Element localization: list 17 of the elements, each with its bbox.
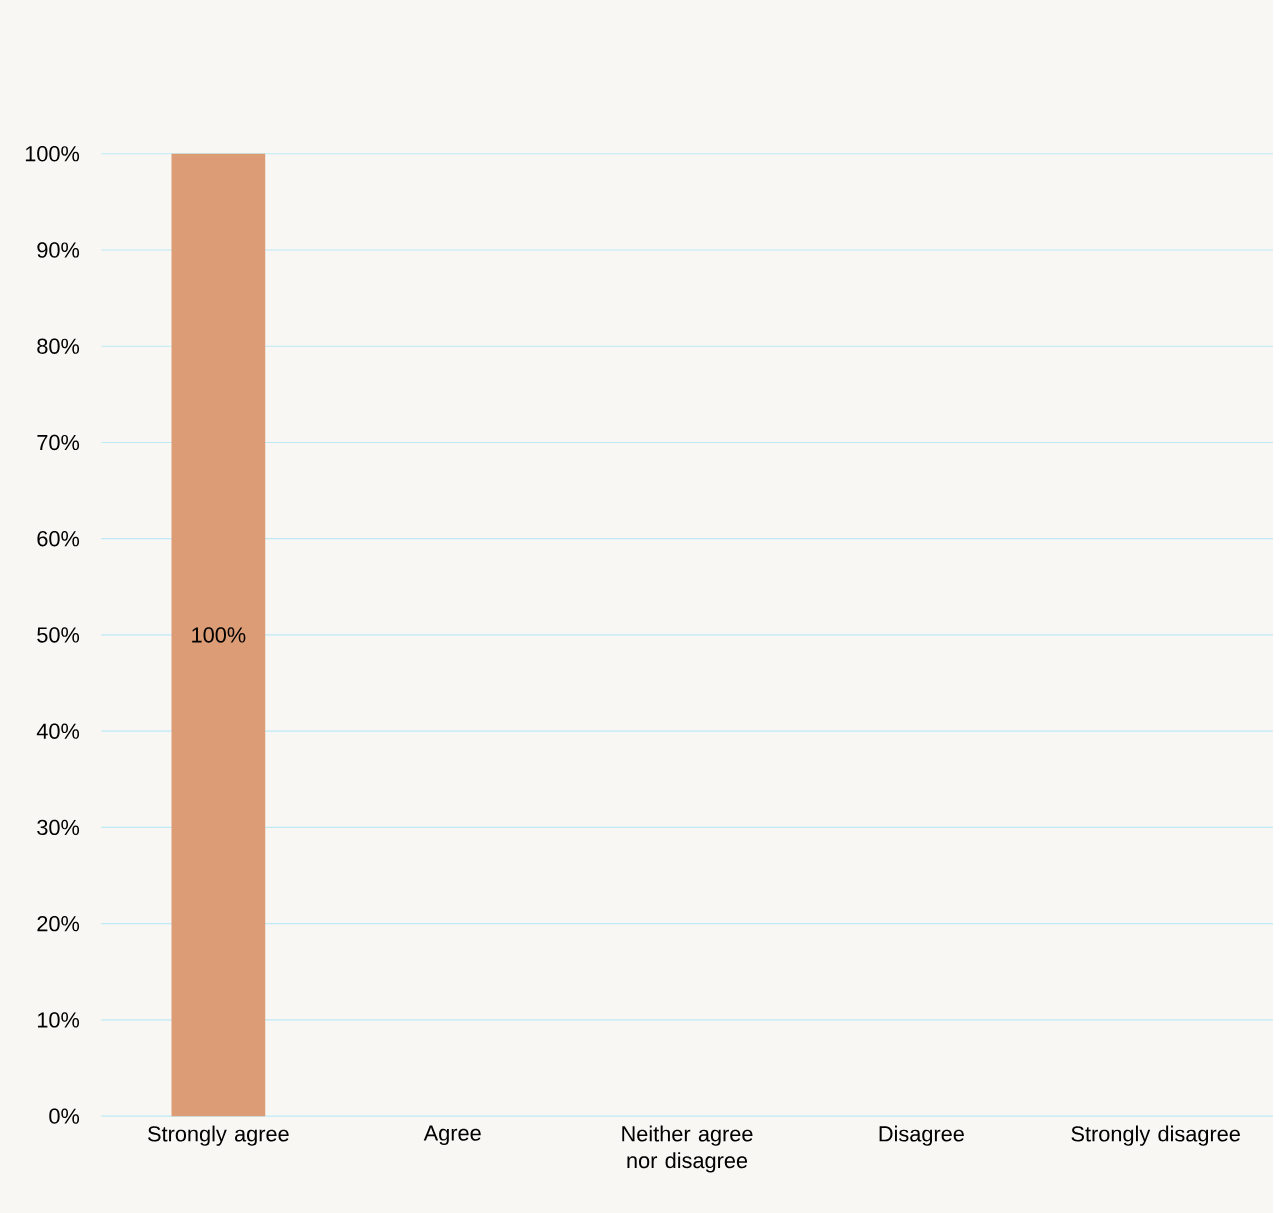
y-tick-label: 70% (37, 434, 80, 451)
y-tick-label: 40% (36, 723, 80, 739)
x-tick-label: Disagree (879, 1125, 964, 1146)
data-label: 100% (192, 627, 246, 643)
y-tick-label: 90% (37, 242, 80, 258)
x-tick-label: Strongly disagree (1071, 1125, 1240, 1146)
y-tick-label: 30% (37, 819, 80, 835)
y-tick-label: 50% (37, 627, 80, 643)
y-tick-label: 60% (37, 530, 80, 547)
x-tick-label: Neither agree nor disagree (622, 1125, 753, 1173)
y-tick-label: 100% (25, 145, 80, 162)
y-tick-label: 20% (37, 915, 80, 932)
y-tick-label: 10% (37, 1012, 80, 1028)
x-tick-label: Strongly agree (148, 1125, 289, 1146)
y-tick-label: 80% (37, 338, 80, 354)
x-tick-label: Agree (423, 1125, 481, 1145)
y-tick-label: 0% (49, 1108, 80, 1124)
